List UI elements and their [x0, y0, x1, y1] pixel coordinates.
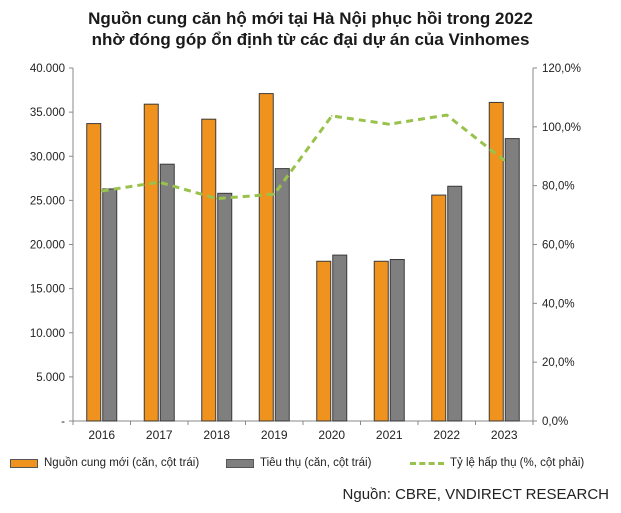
y-left-tick-label: - — [61, 416, 65, 428]
bar-sales — [332, 254, 348, 422]
bar-supply — [258, 93, 274, 422]
bar-sales — [389, 259, 405, 422]
bar-supply — [373, 260, 389, 422]
legend-label-absorption: Tỷ lệ hấp thụ (%, cột phải) — [450, 457, 585, 469]
absorption-rate-point — [330, 115, 333, 117]
y-left-tick-label: 25.000 — [30, 195, 65, 207]
bar-supply — [488, 101, 504, 422]
absorption-rate-point — [100, 190, 103, 192]
y-left-tick-label: 40.000 — [30, 63, 65, 75]
chart-title-line-1: Nguồn cung căn hộ mới tại Hà Nội phục hồ… — [88, 9, 533, 28]
bar-sales — [159, 163, 175, 422]
x-tick-label: 2021 — [376, 428, 403, 442]
x-tick-label: 2022 — [433, 428, 460, 442]
y-right-tick-label: 80,0% — [542, 181, 575, 193]
y-right-tick-label: 0,0% — [542, 416, 568, 428]
bar-sales — [447, 185, 463, 422]
chart-title-line-2: nhờ đóng góp ổn định từ các đại dự án củ… — [91, 30, 530, 49]
legend-swatch-sales — [226, 458, 254, 468]
y-left-tick-label: 30.000 — [30, 151, 65, 163]
y-left-tick-label: 10.000 — [30, 328, 65, 340]
absorption-rate-point — [445, 114, 448, 116]
y-left-tick-label: 20.000 — [30, 240, 65, 252]
legend-swatch-supply — [10, 458, 38, 468]
bar-supply — [431, 194, 447, 422]
absorption-rate-point — [215, 197, 218, 200]
bar-sales — [217, 192, 233, 422]
y-right-tick-label: 60,0% — [542, 240, 575, 252]
legend-label-supply: Nguồn cung mới (căn, cột trái) — [44, 457, 200, 469]
x-tick-label: 2017 — [146, 428, 173, 442]
bar-supply — [316, 260, 332, 422]
legend-swatch-absorption — [410, 461, 444, 465]
bar-sales — [274, 168, 290, 422]
absorption-rate-point — [158, 181, 161, 183]
x-tick-label: 2023 — [491, 428, 518, 442]
bar-supply — [143, 103, 159, 422]
legend-label-sales: Tiêu thụ (căn, cột trái) — [260, 457, 372, 469]
x-tick-label: 2019 — [261, 428, 288, 442]
chart-title: Nguồn cung căn hộ mới tại Hà Nội phục hồ… — [0, 8, 621, 50]
x-tick-label: 2020 — [318, 428, 345, 442]
y-right-tick-label: 120,0% — [542, 63, 581, 75]
y-left-tick-label: 15.000 — [30, 284, 65, 296]
x-tick-label: 2016 — [88, 428, 115, 442]
source-note: Nguồn: CBRE, VNDIRECT RESEARCH — [342, 486, 609, 503]
y-right-tick-label: 20,0% — [542, 357, 575, 369]
absorption-rate-point — [388, 123, 391, 125]
x-tick-label: 2018 — [203, 428, 230, 442]
legend-item-sales: Tiêu thụ (căn, cột trái) — [226, 457, 371, 469]
absorption-rate-point — [503, 159, 506, 162]
bar-supply — [86, 123, 102, 422]
bar-sales — [102, 188, 118, 422]
bar-supply — [201, 118, 217, 422]
y-right-tick-label: 100,0% — [542, 122, 581, 134]
y-right-tick-label: 40,0% — [542, 298, 575, 310]
y-left-tick-label: 35.000 — [30, 107, 65, 119]
absorption-rate-point — [273, 193, 276, 195]
legend-item-supply: Nguồn cung mới (căn, cột trái) — [10, 457, 199, 469]
legend-item-absorption: Tỷ lệ hấp thụ (%, cột phải) — [410, 457, 584, 469]
y-left-tick-label: 5.000 — [36, 372, 65, 384]
chart-legend: Nguồn cung mới (căn, cột trái) Tiêu thụ … — [0, 457, 621, 475]
bar-sales — [504, 138, 520, 422]
